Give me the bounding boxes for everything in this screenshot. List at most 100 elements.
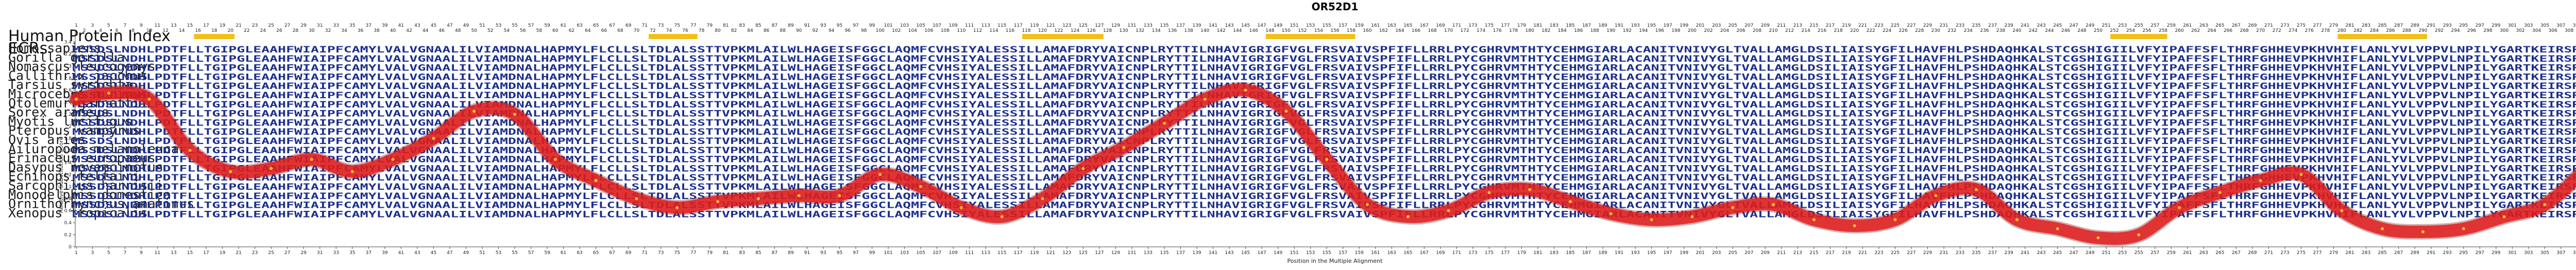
residue: F (853, 164, 861, 173)
residue: T (2054, 155, 2062, 165)
position-number: 264 (2208, 28, 2216, 33)
residue: Y (2490, 81, 2498, 91)
residue: A (1996, 118, 2005, 128)
ecr-segment (2110, 34, 2167, 39)
residue: N (1133, 81, 1141, 91)
residue: N (516, 63, 524, 73)
residue: L (1035, 155, 1043, 165)
residue: L (1618, 54, 1626, 64)
ecrs-label: ECRs (8, 40, 47, 58)
residue: A (2177, 63, 2185, 73)
residue: M (1577, 118, 1585, 128)
residue: A (1996, 91, 2005, 100)
residue: A (977, 45, 985, 55)
residue: V (1100, 91, 1108, 100)
residue: A (442, 45, 450, 55)
residue: L (1725, 118, 1733, 128)
residue: R (2243, 100, 2251, 110)
residue: I (1824, 127, 1832, 137)
residue: A (1774, 155, 1783, 165)
residue: V (1930, 136, 1939, 146)
residue: P (1380, 164, 1388, 173)
residue: Y (1873, 136, 1882, 146)
residue: H (1947, 72, 1955, 82)
residue: L (450, 63, 459, 73)
residue: F (2185, 54, 2194, 64)
residue: H (1980, 127, 1988, 137)
residue: E (993, 63, 1002, 73)
residue: A (2506, 81, 2515, 91)
residue: V (385, 45, 393, 55)
residue: D (508, 173, 516, 183)
residue: C (1552, 72, 1561, 82)
residue: N (516, 45, 524, 55)
residue: I (1824, 173, 1832, 183)
residue: G (861, 118, 870, 128)
residue: V (722, 127, 730, 137)
residue: V (936, 136, 944, 146)
residue: M (566, 146, 574, 155)
position-number: 16 (195, 28, 201, 33)
residue: T (1536, 72, 1544, 82)
residue: F (2251, 63, 2260, 73)
residue: H (804, 118, 812, 128)
residue: N (2457, 136, 2465, 146)
residue: P (228, 136, 236, 146)
residue: S (2202, 54, 2210, 64)
residue: R (1495, 155, 1503, 165)
residue: Y (2391, 164, 2399, 173)
residue: H (1980, 81, 1988, 91)
residue: L (245, 146, 253, 155)
residue: L (196, 81, 204, 91)
ecr-segment (1265, 34, 1355, 39)
residue: I (1264, 127, 1273, 137)
residue: A (1849, 136, 1857, 146)
residue: A (763, 54, 771, 64)
residue: G (1791, 45, 1799, 55)
residue: A (672, 81, 681, 91)
residue: V (1503, 81, 1511, 91)
residue: G (1478, 118, 1486, 128)
residue: I (1240, 118, 1248, 128)
residue: V (936, 109, 944, 119)
residue: L (245, 45, 253, 55)
residue: S (105, 155, 113, 165)
position-number: 57 (528, 23, 534, 28)
residue: T (204, 91, 212, 100)
residue: L (2038, 100, 2046, 110)
position-number: 288 (2402, 28, 2411, 33)
residue: R (2555, 155, 2564, 165)
residue: H (804, 100, 812, 110)
residue: F (1281, 81, 1289, 91)
position-number: 279 (2329, 23, 2338, 28)
residue: G (1585, 136, 1594, 146)
residue: H (2317, 63, 2326, 73)
residue: P (2301, 45, 2309, 55)
residue: H (1914, 164, 1922, 173)
residue: L (1306, 173, 1314, 183)
residue: P (155, 63, 163, 73)
residue: P (1141, 91, 1149, 100)
residue: G (870, 146, 878, 155)
residue: A (1643, 118, 1651, 128)
residue: L (2218, 155, 2227, 165)
residue: I (2111, 63, 2120, 73)
residue: I (2547, 72, 2555, 82)
residue: P (1454, 81, 1462, 91)
residue: L (796, 118, 804, 128)
residue: A (442, 155, 450, 165)
residue: I (837, 146, 845, 155)
position-number: 19 (219, 23, 226, 28)
residue: M (1577, 45, 1585, 55)
residue: H (1947, 45, 1955, 55)
residue: M (1783, 63, 1791, 73)
residue: S (2564, 81, 2572, 91)
residue: P (1963, 146, 1972, 155)
residue: T (1668, 72, 1676, 82)
residue: G (417, 81, 426, 91)
residue: T (714, 81, 722, 91)
residue: M (500, 155, 508, 165)
residue: N (2375, 155, 2383, 165)
residue: I (1659, 91, 1668, 100)
